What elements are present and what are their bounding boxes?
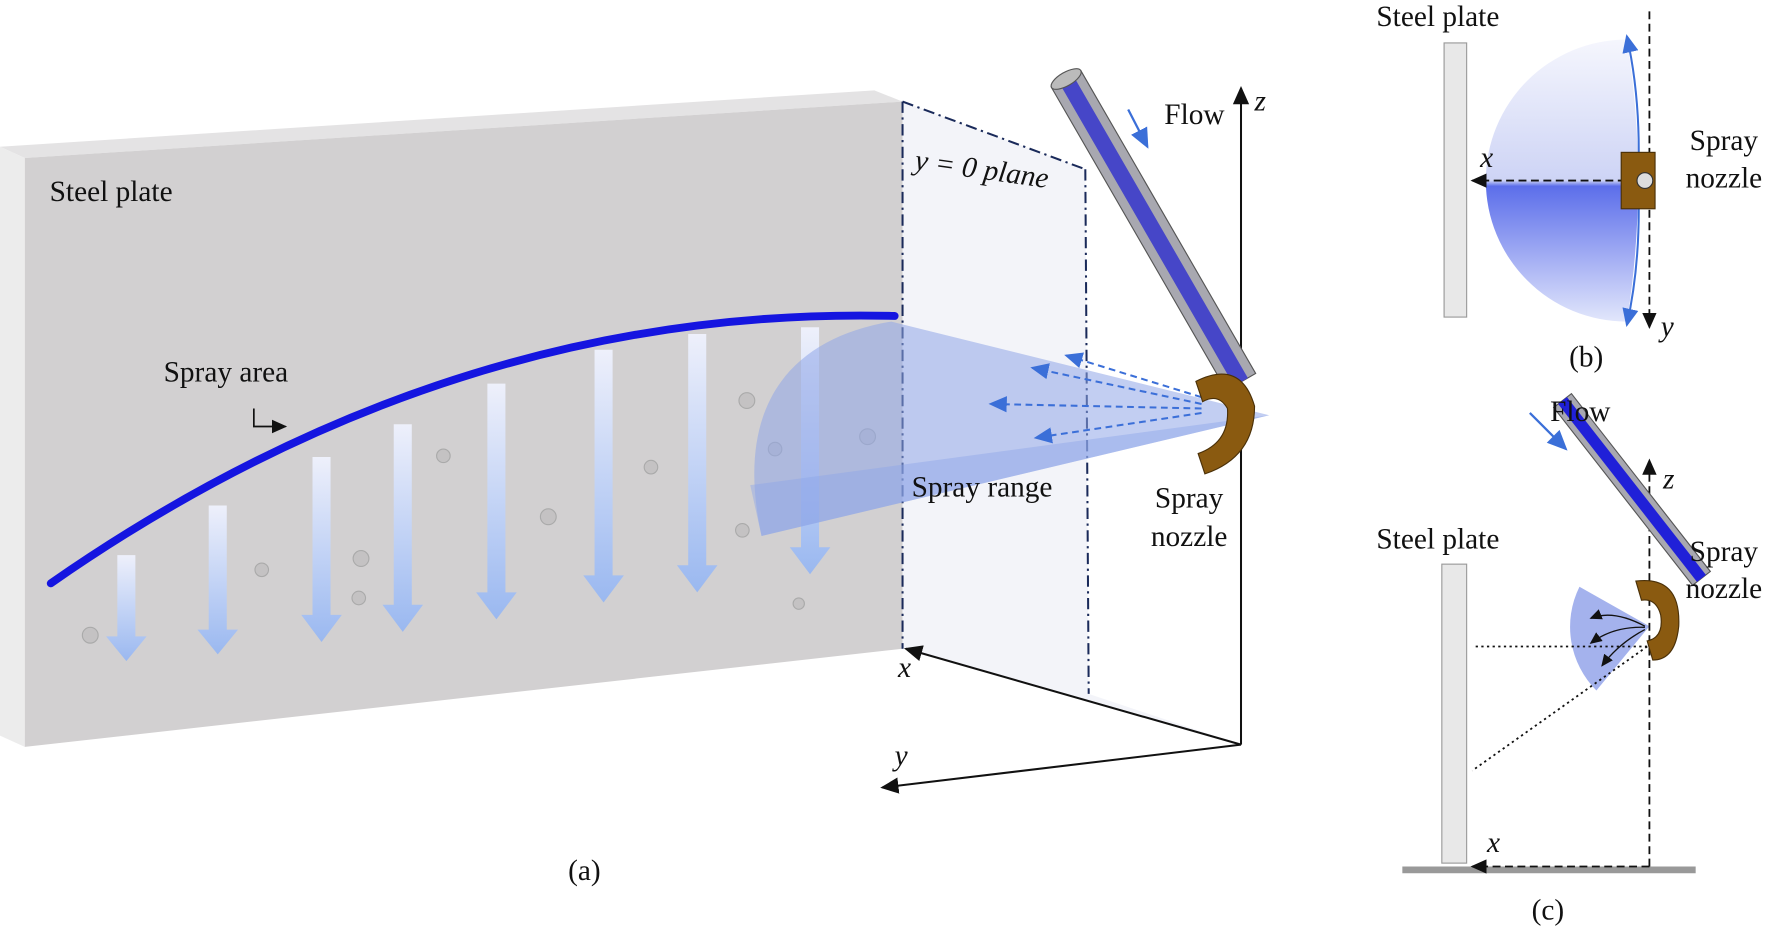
axis-label: x xyxy=(897,652,911,684)
spray-area-curve xyxy=(46,311,899,588)
label: Steel plate xyxy=(1376,523,1499,555)
steel-plate xyxy=(1441,563,1468,864)
axis-label: y xyxy=(892,740,909,772)
label: Spray xyxy=(1690,125,1759,157)
axis-label: z xyxy=(1254,86,1267,118)
axis-label: x xyxy=(1479,142,1493,174)
steel-plate xyxy=(0,90,903,747)
caption: (b) xyxy=(1569,342,1603,374)
label: Spray xyxy=(1155,483,1224,515)
label: nozzle xyxy=(1686,573,1763,605)
pipe xyxy=(1050,68,1257,392)
axis-label: z xyxy=(1662,464,1675,496)
pointer xyxy=(252,408,288,434)
label: Steel plate xyxy=(50,176,173,208)
nozzle-hole xyxy=(1636,172,1654,190)
spray-cone xyxy=(754,321,1270,536)
flow-arrow xyxy=(1529,412,1568,451)
label: Spray range xyxy=(912,471,1053,503)
label: Flow xyxy=(1550,396,1611,428)
label: Spray area xyxy=(164,356,289,388)
spray-directions xyxy=(988,352,1202,444)
pipe xyxy=(1552,392,1712,587)
axis-label: y xyxy=(1658,311,1675,343)
nozzle xyxy=(1195,373,1256,475)
caption: (c) xyxy=(1532,895,1565,927)
label: Flow xyxy=(1164,99,1225,131)
flow-arrow xyxy=(1127,108,1149,149)
spray-cone-lower xyxy=(750,415,1270,536)
label: Steel plate xyxy=(1376,1,1499,33)
label: Spray xyxy=(1690,536,1759,568)
spray-trajectories xyxy=(1589,609,1646,667)
label: nozzle xyxy=(1151,521,1228,553)
axis-label: x xyxy=(1486,827,1500,859)
caption: (a) xyxy=(568,855,601,887)
axes xyxy=(1470,11,1657,330)
spray-wedge xyxy=(1570,586,1650,691)
nozzle xyxy=(1635,579,1680,661)
guide-lines xyxy=(1471,645,1648,772)
steel-plate xyxy=(1443,42,1468,318)
label: nozzle xyxy=(1686,162,1763,194)
